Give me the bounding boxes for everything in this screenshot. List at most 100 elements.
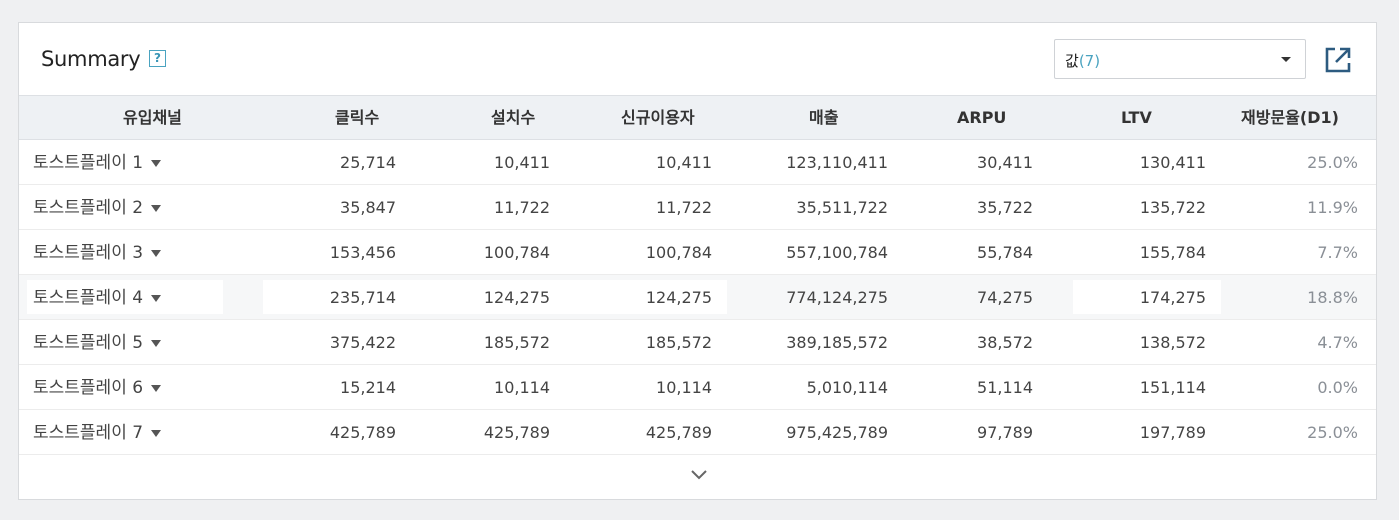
ltv-cell: 151,114 xyxy=(1139,378,1206,397)
table-row: 토스트플레이 1 25,714 10,411 10,411 123,110,41… xyxy=(19,140,1376,185)
retention-cell: 0.0% xyxy=(1317,378,1358,397)
chevron-down-icon xyxy=(1281,57,1291,62)
table-row: 토스트플레이 6 15,214 10,114 10,114 5,010,114 … xyxy=(19,365,1376,410)
value-select[interactable]: 값(7) xyxy=(1054,39,1306,79)
installs-cell: 124,275 xyxy=(483,288,550,307)
new-users-cell: 124,275 xyxy=(645,288,712,307)
channel-label: 토스트플레이 7 xyxy=(33,423,144,443)
channel-label: 토스트플레이 5 xyxy=(33,333,144,353)
installs-cell: 10,114 xyxy=(494,378,550,397)
revenue-cell: 5,010,114 xyxy=(806,378,888,397)
select-label: 값 xyxy=(1065,52,1079,70)
channel-label: 토스트플레이 2 xyxy=(33,198,144,218)
table-row: 토스트플레이 3 153,456 100,784 100,784 557,100… xyxy=(19,230,1376,275)
help-icon[interactable]: ? xyxy=(149,50,166,67)
retention-cell: 7.7% xyxy=(1317,243,1358,262)
card-header: Summary ? 값(7) xyxy=(19,23,1376,95)
column-header-new-users[interactable]: 신규이용자 xyxy=(621,108,695,127)
new-users-cell: 100,784 xyxy=(645,243,712,262)
arpu-cell: 74,275 xyxy=(977,288,1033,307)
caret-down-icon xyxy=(151,204,162,212)
channel-name[interactable]: 토스트플레이 5 xyxy=(33,320,162,365)
revenue-cell: 774,124,275 xyxy=(786,288,888,307)
arpu-cell: 35,722 xyxy=(977,198,1033,217)
clicks-cell: 153,456 xyxy=(329,243,396,262)
ltv-cell: 130,411 xyxy=(1139,153,1206,172)
ltv-cell: 197,789 xyxy=(1139,423,1206,442)
new-users-cell: 10,411 xyxy=(656,153,712,172)
table-footer xyxy=(19,455,1376,500)
new-users-cell: 11,722 xyxy=(656,198,712,217)
arpu-cell: 55,784 xyxy=(977,243,1033,262)
ltv-cell: 138,572 xyxy=(1139,333,1206,352)
ltv-cell: 155,784 xyxy=(1139,243,1206,262)
channel-label: 토스트플레이 3 xyxy=(33,243,144,263)
clicks-cell: 15,214 xyxy=(340,378,396,397)
column-header-channel[interactable]: 유입채널 xyxy=(123,108,182,127)
clicks-cell: 235,714 xyxy=(329,288,396,307)
revenue-cell: 123,110,411 xyxy=(786,153,888,172)
select-count: (7) xyxy=(1078,52,1101,70)
column-header-revenue[interactable]: 매출 xyxy=(809,108,839,127)
arpu-cell: 97,789 xyxy=(977,423,1033,442)
retention-cell: 11.9% xyxy=(1307,198,1358,217)
revenue-cell: 557,100,784 xyxy=(786,243,888,262)
revenue-cell: 975,425,789 xyxy=(786,423,888,442)
clicks-cell: 375,422 xyxy=(329,333,396,352)
column-header-installs[interactable]: 설치수 xyxy=(491,108,536,127)
column-header-ltv[interactable]: LTV xyxy=(1121,108,1152,127)
installs-cell: 11,722 xyxy=(494,198,550,217)
installs-cell: 10,411 xyxy=(494,153,550,172)
clicks-cell: 35,847 xyxy=(340,198,396,217)
channel-name[interactable]: 토스트플레이 4 xyxy=(33,275,162,320)
new-users-cell: 425,789 xyxy=(645,423,712,442)
chevron-down-icon[interactable] xyxy=(689,467,709,481)
row-cell-bg xyxy=(27,280,223,314)
table-row-hovered: 토스트플레이 4 235,714 124,275 124,275 774,124… xyxy=(19,275,1376,320)
caret-down-icon xyxy=(151,384,162,392)
external-link-icon[interactable] xyxy=(1323,45,1353,75)
caret-down-icon xyxy=(151,249,162,257)
select-value: 값(7) xyxy=(1065,50,1100,71)
channel-label: 토스트플레이 1 xyxy=(33,153,144,173)
column-header-retention[interactable]: 재방문율(D1) xyxy=(1241,108,1339,127)
retention-cell: 25.0% xyxy=(1307,153,1358,172)
channel-label: 토스트플레이 6 xyxy=(33,378,144,398)
row-cell-bg xyxy=(263,280,727,314)
new-users-cell: 10,114 xyxy=(656,378,712,397)
channel-name[interactable]: 토스트플레이 6 xyxy=(33,365,162,410)
table-row: 토스트플레이 5 375,422 185,572 185,572 389,185… xyxy=(19,320,1376,365)
arpu-cell: 38,572 xyxy=(977,333,1033,352)
summary-card: Summary ? 값(7) 유입채널 클릭수 설치수 신규이용자 매출 ARP… xyxy=(18,22,1377,500)
retention-cell: 4.7% xyxy=(1317,333,1358,352)
clicks-cell: 425,789 xyxy=(329,423,396,442)
arpu-cell: 51,114 xyxy=(977,378,1033,397)
caret-down-icon xyxy=(151,429,162,437)
installs-cell: 425,789 xyxy=(483,423,550,442)
column-header-arpu[interactable]: ARPU xyxy=(957,108,1007,127)
revenue-cell: 389,185,572 xyxy=(786,333,888,352)
retention-cell: 18.8% xyxy=(1307,288,1358,307)
caret-down-icon xyxy=(151,159,162,167)
arpu-cell: 30,411 xyxy=(977,153,1033,172)
ltv-cell: 135,722 xyxy=(1139,198,1206,217)
page-title: Summary xyxy=(41,47,141,71)
table-row: 토스트플레이 2 35,847 11,722 11,722 35,511,722… xyxy=(19,185,1376,230)
caret-down-icon xyxy=(151,339,162,347)
revenue-cell: 35,511,722 xyxy=(796,198,888,217)
channel-name[interactable]: 토스트플레이 7 xyxy=(33,410,162,455)
row-cell-bg xyxy=(1073,280,1221,314)
table-row: 토스트플레이 7 425,789 425,789 425,789 975,425… xyxy=(19,410,1376,455)
table-header: 유입채널 클릭수 설치수 신규이용자 매출 ARPU LTV 재방문율(D1) xyxy=(19,95,1376,140)
channel-name[interactable]: 토스트플레이 3 xyxy=(33,230,162,275)
table-body: 토스트플레이 1 25,714 10,411 10,411 123,110,41… xyxy=(19,140,1376,455)
channel-label: 토스트플레이 4 xyxy=(33,288,144,308)
channel-name[interactable]: 토스트플레이 1 xyxy=(33,140,162,185)
new-users-cell: 185,572 xyxy=(645,333,712,352)
retention-cell: 25.0% xyxy=(1307,423,1358,442)
column-header-clicks[interactable]: 클릭수 xyxy=(335,108,380,127)
installs-cell: 100,784 xyxy=(483,243,550,262)
channel-name[interactable]: 토스트플레이 2 xyxy=(33,185,162,230)
installs-cell: 185,572 xyxy=(483,333,550,352)
clicks-cell: 25,714 xyxy=(340,153,396,172)
